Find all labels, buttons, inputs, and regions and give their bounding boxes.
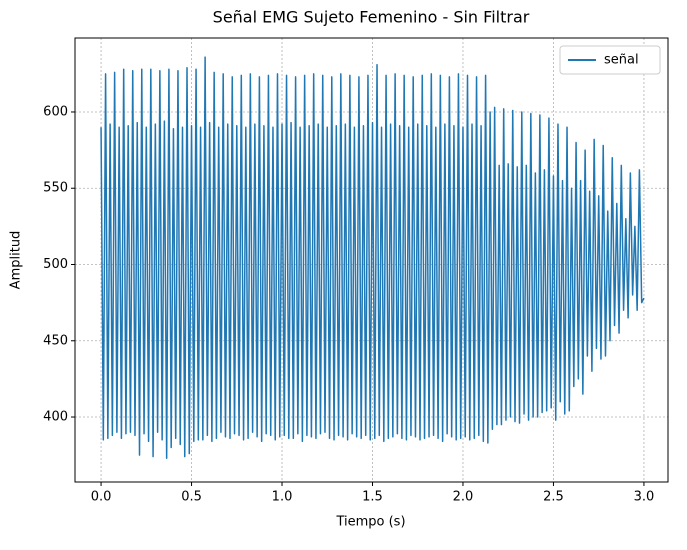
y-axis-label: Amplitud (9, 231, 24, 290)
legend-label: señal (604, 53, 639, 68)
y-tick-label: 600 (43, 104, 68, 119)
legend-box (559, 45, 661, 75)
x-axis-label: Tiempo (s) (335, 515, 405, 530)
chart-title: Señal EMG Sujeto Femenino - Sin Filtrar (213, 8, 530, 27)
x-tick-label: 1.0 (272, 490, 293, 505)
x-tick-label: 2.5 (543, 490, 564, 505)
plot-frame (74, 37, 669, 483)
x-tick-label: 0.0 (91, 490, 112, 505)
y-tick-label: 550 (43, 181, 68, 196)
x-tick-label: 3.0 (634, 490, 655, 505)
y-tick-label: 400 (43, 410, 68, 425)
x-tick-label: 0.5 (181, 490, 202, 505)
x-tick-label: 2.0 (453, 490, 474, 505)
y-tick-label: 500 (43, 257, 68, 272)
y-tick-label: 450 (43, 333, 68, 348)
signal-line (100, 56, 645, 459)
legend: señal (559, 45, 661, 75)
x-tick-label: 1.5 (362, 490, 383, 505)
